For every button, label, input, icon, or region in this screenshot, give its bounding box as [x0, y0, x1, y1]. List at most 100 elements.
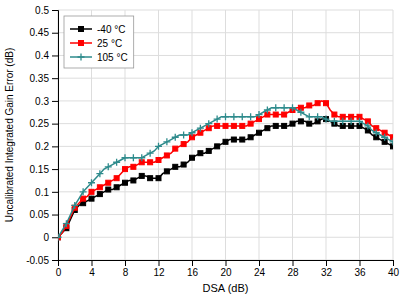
marker: [331, 118, 338, 125]
x-axis-tick-label: 0: [56, 267, 62, 278]
marker-shape: [156, 176, 161, 181]
marker: [114, 176, 119, 181]
x-axis-tick-mark: [226, 260, 227, 266]
y-axis-tick-label: 0.1: [35, 187, 49, 198]
marker-shape: [230, 113, 237, 120]
y-axis-line: [52, 11, 59, 261]
marker-shape: [130, 154, 137, 161]
marker: [172, 134, 179, 141]
marker-shape: [373, 129, 380, 136]
marker: [281, 104, 288, 111]
marker: [173, 146, 178, 151]
marker: [247, 113, 254, 120]
x-axis-tick-mark: [192, 260, 193, 266]
marker-shape: [89, 196, 94, 201]
marker-shape: [148, 160, 153, 165]
grid-line-y: [58, 10, 393, 11]
legend-marker: [79, 41, 84, 46]
marker: [231, 137, 236, 142]
y-axis-tick-label: 0.45: [30, 27, 50, 38]
marker: [205, 120, 212, 127]
y-axis-title: Uncalibrated Integrated Gain Error (dB): [4, 48, 15, 223]
x-axis-tick-mark: [393, 260, 394, 266]
y-axis-tick-mark: [52, 192, 58, 193]
marker: [248, 121, 253, 126]
marker: [273, 112, 278, 117]
y-axis-tick: -0.05: [26, 255, 58, 266]
y-axis-tick-mark: [52, 101, 58, 102]
y-axis-tick-mark: [52, 146, 58, 147]
marker-shape: [281, 104, 288, 111]
x-axis-tick: 0: [56, 260, 62, 278]
grid-line-x: [359, 10, 360, 260]
marker: [223, 139, 228, 144]
line: [58, 101, 393, 237]
y-axis-tick-mark: [52, 124, 58, 125]
x-axis-tick: 36: [354, 260, 366, 278]
y-axis-tick: 0.35: [30, 73, 58, 84]
marker: [173, 164, 178, 169]
x-axis-tick: 24: [254, 260, 266, 278]
marker: [239, 113, 246, 120]
marker-shape: [297, 109, 304, 116]
marker: [58, 234, 62, 241]
marker-shape: [131, 164, 136, 169]
marker: [122, 154, 129, 161]
y-axis-tick: 0.1: [35, 187, 58, 198]
y-axis-tick-label: 0.35: [30, 73, 50, 84]
marker: [181, 142, 186, 147]
marker: [180, 132, 187, 139]
y-axis-tick: 0.45: [30, 27, 58, 38]
marker-shape: [324, 101, 329, 106]
marker-shape: [332, 112, 337, 117]
grid-line-y: [58, 78, 393, 79]
grid-line-x: [225, 10, 226, 260]
marker: [80, 188, 87, 195]
marker-shape: [306, 113, 313, 120]
y-axis-tick-label: 0.5: [35, 5, 49, 16]
plot-area: [58, 101, 393, 241]
marker-shape: [231, 123, 236, 128]
marker-shape: [272, 104, 279, 111]
x-axis-tick: 32: [321, 260, 333, 278]
marker: [240, 123, 245, 128]
legend-label: -40 °C: [97, 24, 125, 35]
marker: [315, 101, 320, 106]
grid: [58, 10, 393, 260]
marker-shape: [214, 116, 221, 123]
y-axis-tick-label: -0.05: [26, 255, 49, 266]
marker: [307, 121, 312, 126]
marker-shape: [364, 122, 371, 129]
grid-line-x: [158, 10, 159, 260]
marker-shape: [164, 169, 169, 174]
x-axis-tick-label: 40: [388, 267, 400, 278]
marker: [89, 196, 94, 201]
x-axis-tick-label: 36: [354, 267, 366, 278]
marker: [71, 202, 78, 209]
y-axis-tick-label: 0.4: [35, 50, 49, 61]
legend-label: 105 °C: [97, 52, 128, 63]
marker-shape: [265, 126, 270, 131]
y-axis-tick-label: 0.2: [35, 141, 49, 152]
marker-shape: [264, 107, 271, 114]
marker: [356, 118, 363, 125]
marker: [97, 192, 102, 197]
marker-shape: [131, 178, 136, 183]
grid-line-y: [58, 214, 393, 215]
marker-shape: [282, 112, 287, 117]
marker: [231, 123, 236, 128]
y-axis-tick: 0: [43, 232, 58, 243]
x-axis-tick-label: 32: [321, 267, 333, 278]
x-axis-tick: 16: [187, 260, 199, 278]
marker: [106, 180, 111, 185]
marker-shape: [114, 176, 119, 181]
legend-entry: -40 °C: [70, 24, 125, 35]
marker-shape: [223, 123, 228, 128]
marker: [339, 118, 346, 125]
marker: [273, 123, 278, 128]
marker-shape: [123, 180, 128, 185]
marker-shape: [348, 118, 355, 125]
line: [58, 119, 393, 237]
marker-shape: [173, 146, 178, 151]
marker: [156, 158, 161, 163]
